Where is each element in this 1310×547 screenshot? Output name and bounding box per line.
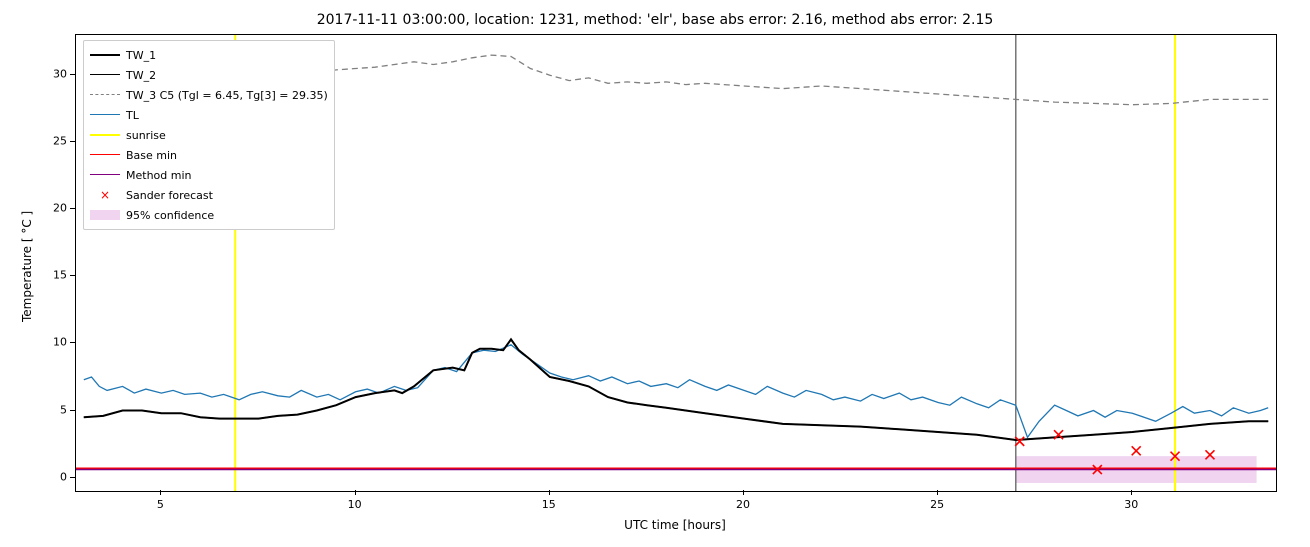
legend: TW_1 TW_2 TW_3 C5 (Tgl = 6.45, Tg[3] = 29.… [83, 40, 335, 230]
series-TW_1 [84, 339, 1268, 440]
legend-label: TL [126, 109, 139, 122]
legend-label: Base min [126, 149, 177, 162]
legend-swatch [90, 128, 120, 142]
legend-swatch [90, 148, 120, 162]
legend-entry: sunrise [90, 125, 328, 145]
xtick-label: 10 [348, 498, 362, 511]
ytick-mark [70, 410, 75, 411]
ytick-mark [70, 74, 75, 75]
legend-entry: × Sander forecast [90, 185, 328, 205]
legend-swatch [90, 208, 120, 222]
ytick-label: 30 [45, 68, 67, 81]
legend-entry: TW_2 [90, 65, 328, 85]
ytick-label: 0 [45, 470, 67, 483]
legend-label: TW_1 [126, 49, 156, 62]
legend-swatch: × [90, 188, 120, 202]
xtick-label: 20 [736, 498, 750, 511]
legend-swatch [90, 88, 120, 102]
xtick-label: 25 [930, 498, 944, 511]
figure: 2017-11-11 03:00:00, location: 1231, met… [0, 0, 1310, 547]
legend-label: TW_2 [126, 69, 156, 82]
legend-swatch [90, 108, 120, 122]
ytick-mark [70, 275, 75, 276]
legend-label: Sander forecast [126, 189, 213, 202]
ytick-label: 15 [45, 269, 67, 282]
legend-label: TW_3 C5 (Tgl = 6.45, Tg[3] = 29.35) [126, 89, 328, 102]
xtick-label: 30 [1124, 498, 1138, 511]
ytick-label: 20 [45, 202, 67, 215]
series-TW_2 [84, 339, 1268, 440]
y-axis-label: Temperature [ °C ] [20, 211, 34, 322]
ytick-label: 10 [45, 336, 67, 349]
legend-entry: Base min [90, 145, 328, 165]
legend-entry: Method min [90, 165, 328, 185]
xtick-mark [937, 490, 938, 495]
xtick-mark [743, 490, 744, 495]
xtick-label: 5 [157, 498, 164, 511]
series-TL [84, 345, 1268, 438]
ytick-mark [70, 208, 75, 209]
legend-label: Method min [126, 169, 192, 182]
ytick-label: 25 [45, 135, 67, 148]
legend-entry: TW_3 C5 (Tgl = 6.45, Tg[3] = 29.35) [90, 85, 328, 105]
legend-label: sunrise [126, 129, 166, 142]
legend-entry: TW_1 [90, 45, 328, 65]
xtick-label: 15 [542, 498, 556, 511]
ytick-mark [70, 141, 75, 142]
ytick-label: 5 [45, 403, 67, 416]
legend-entry: TL [90, 105, 328, 125]
legend-swatch [90, 48, 120, 62]
ytick-mark [70, 477, 75, 478]
xtick-mark [1131, 490, 1132, 495]
xtick-mark [549, 490, 550, 495]
legend-label: 95% confidence [126, 209, 214, 222]
x-axis-label: UTC time [hours] [75, 518, 1275, 532]
ytick-mark [70, 342, 75, 343]
legend-entry: 95% confidence [90, 205, 328, 225]
xtick-mark [355, 490, 356, 495]
xtick-mark [160, 490, 161, 495]
legend-swatch [90, 168, 120, 182]
plot-title: 2017-11-11 03:00:00, location: 1231, met… [0, 12, 1310, 28]
legend-swatch [90, 68, 120, 82]
